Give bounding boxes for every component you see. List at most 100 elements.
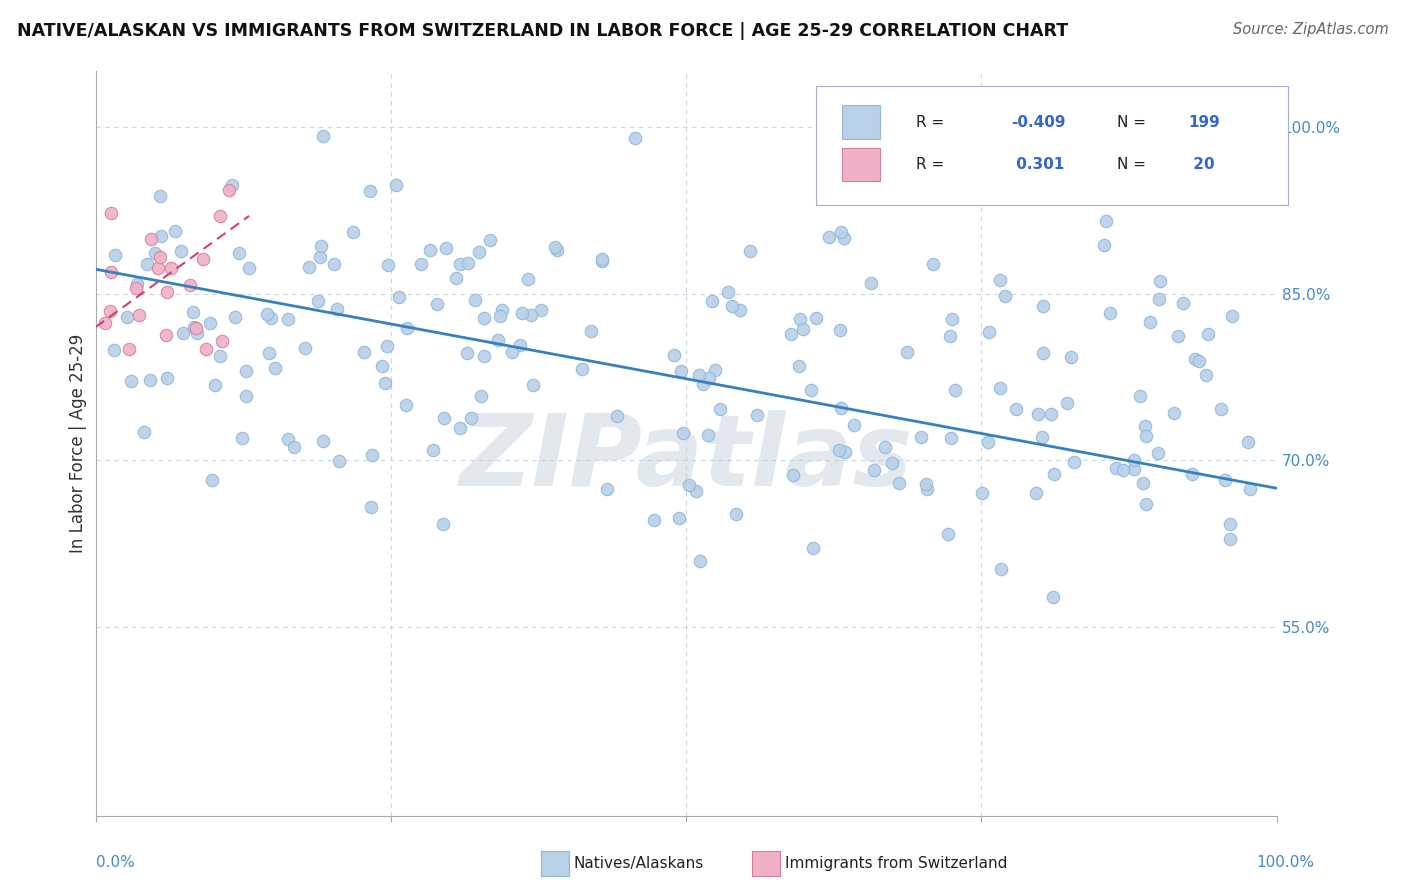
Point (183, 319, 205, 334)
Point (277, 312, 299, 326)
Point (941, 431, 963, 445)
Point (724, 508, 747, 522)
Point (780, 326, 803, 341)
FancyBboxPatch shape (842, 105, 880, 139)
Point (828, 442, 851, 457)
Point (914, 476, 936, 491)
Point (374, 376, 396, 390)
Point (782, 467, 804, 482)
Point (546, 243, 568, 257)
Point (728, 303, 751, 318)
Point (231, 432, 253, 446)
Point (143, 245, 166, 260)
Text: R =: R = (917, 114, 949, 129)
Point (488, 309, 510, 323)
Point (800, 383, 823, 397)
Point (977, 325, 1000, 339)
Point (132, 425, 155, 440)
Point (360, 500, 382, 515)
Point (385, 178, 408, 192)
Point (669, 364, 692, 378)
Text: N =: N = (1118, 157, 1146, 172)
Point (990, 562, 1012, 576)
Text: 199: 199 (1188, 114, 1220, 129)
Point (125, 281, 148, 295)
Point (104, 248, 127, 262)
Point (520, 309, 543, 323)
Point (100, 205, 122, 219)
Point (228, 246, 250, 260)
Point (606, 409, 628, 423)
Point (179, 277, 201, 292)
Point (491, 303, 513, 318)
FancyBboxPatch shape (815, 87, 1288, 205)
Point (943, 384, 966, 398)
Point (323, 257, 346, 271)
Point (388, 290, 411, 304)
Point (1132, 476, 1154, 491)
Point (977, 435, 1000, 450)
Point (685, 483, 707, 498)
Point (98, 304, 121, 318)
Point (186, 326, 208, 340)
Point (432, 516, 454, 531)
Point (150, 228, 173, 243)
Point (449, 421, 471, 435)
Point (1211, 401, 1233, 416)
Point (1032, 346, 1054, 360)
Point (643, 513, 665, 527)
Point (209, 349, 232, 363)
Point (709, 402, 731, 417)
Point (1188, 354, 1211, 368)
Point (1135, 428, 1157, 442)
Point (1123, 452, 1146, 467)
Point (1139, 315, 1161, 329)
Point (530, 302, 553, 317)
Point (1123, 461, 1146, 475)
Point (312, 128, 335, 143)
Point (294, 341, 316, 355)
Point (1026, 407, 1049, 421)
Point (880, 456, 903, 470)
Point (307, 293, 329, 308)
Point (479, 233, 502, 247)
Point (1147, 446, 1170, 460)
Point (464, 293, 486, 307)
Point (395, 398, 418, 412)
Point (426, 296, 449, 310)
Point (326, 301, 349, 316)
Point (1173, 295, 1195, 310)
Point (353, 345, 375, 359)
Point (830, 401, 852, 415)
Point (936, 526, 959, 541)
Point (1135, 497, 1157, 511)
Point (1031, 430, 1053, 444)
Point (411, 257, 433, 271)
Text: 0.0%: 0.0% (96, 855, 135, 870)
Point (1237, 435, 1260, 450)
Point (1167, 328, 1189, 343)
Point (155, 327, 177, 342)
Point (433, 411, 456, 425)
Point (449, 256, 471, 270)
Point (444, 270, 467, 285)
Point (184, 321, 207, 335)
Point (922, 257, 945, 271)
Point (377, 258, 399, 272)
Point (720, 299, 742, 313)
Point (139, 373, 162, 387)
Point (830, 323, 852, 337)
Text: N =: N = (1118, 114, 1146, 129)
Point (591, 252, 613, 267)
Point (789, 359, 811, 373)
Point (115, 310, 138, 324)
Point (1060, 350, 1083, 364)
Point (120, 374, 142, 388)
Point (509, 338, 531, 352)
Point (988, 273, 1011, 287)
Point (745, 408, 768, 422)
Point (1098, 306, 1121, 320)
Point (472, 349, 495, 363)
Point (1025, 486, 1047, 500)
Point (172, 326, 194, 340)
